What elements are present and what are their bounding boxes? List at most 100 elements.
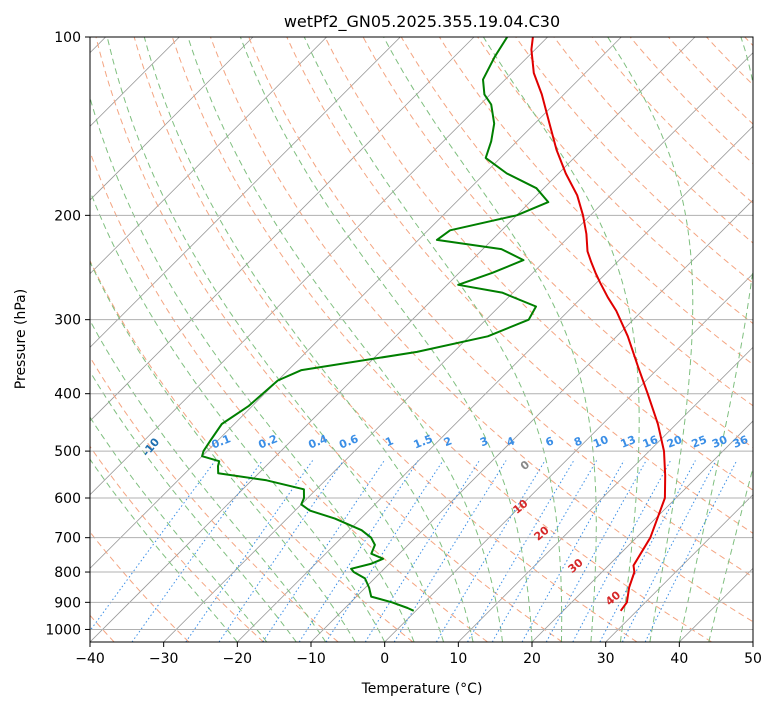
y-tick-label: 800 [54, 565, 81, 581]
mixing-ratio-line [218, 460, 344, 642]
moist-adiabat-line [90, 96, 415, 642]
mixing-ratio-label: 1 [383, 434, 395, 449]
mixing-ratio-label: 25 [690, 433, 709, 451]
dry-adiabat-line [171, 37, 712, 642]
mixing-ratio-label: 36 [731, 433, 750, 451]
isotherm-line [163, 52, 753, 642]
pressure-grid-lines [90, 37, 753, 630]
mixing-ratio-line [545, 460, 647, 642]
dry-adiabat-line [90, 445, 264, 642]
dry-adiabat-line [133, 37, 638, 642]
isotherm-line [90, 37, 622, 569]
isotherm-line [531, 420, 753, 642]
moist-adiabat-line [106, 37, 445, 642]
y-tick-label: 600 [54, 491, 81, 507]
mixing-ratio-line [131, 460, 263, 642]
isotherm-line [90, 37, 696, 642]
mixing-ratio-line [90, 460, 216, 632]
mixing-ratio-line [298, 460, 419, 642]
dry-adiabat-line [90, 259, 414, 642]
isotherm-line [90, 37, 254, 201]
moist-adiabat-line [90, 189, 386, 642]
mixing-ratio-label: 2 [442, 434, 454, 449]
x-tick-label: −10 [296, 651, 326, 667]
x-tick-label: 50 [744, 651, 762, 667]
y-tick-label: 300 [54, 313, 81, 329]
isotherm-line [605, 494, 753, 642]
mixing-ratio-line [521, 460, 625, 642]
dry-adiabat-line [248, 37, 753, 578]
isotherm-line [90, 37, 475, 422]
isotherm-line [90, 37, 401, 348]
y-tick-label: 1000 [45, 622, 81, 638]
mixing-ratio-label: 8 [572, 434, 584, 449]
x-tick-label: −20 [223, 651, 253, 667]
mixing-ratio-label: 16 [641, 433, 660, 451]
mixing-ratio-line [467, 460, 575, 642]
mixing-ratio-label: 20 [665, 433, 684, 451]
moist-adiabat-line [143, 37, 474, 642]
x-tick-label: 10 [449, 651, 467, 667]
dry-adiabat-line [629, 37, 753, 165]
dry-adiabat-line [95, 37, 563, 642]
y-tick-label: 200 [54, 208, 81, 224]
moist-adiabat-lines [90, 37, 753, 642]
moist-adiabat-line [482, 37, 640, 642]
moist-adiabat-line [90, 370, 297, 642]
mixing-ratio-lines [90, 460, 738, 642]
isotherm-line [90, 37, 548, 496]
mixing-ratio-label: 10 [591, 433, 610, 451]
y-tick-label: 100 [54, 30, 81, 46]
y-axis-ticks: 100 200 300 400 500 600 700 800 900 1000 [45, 30, 90, 638]
moist-adiabat-line [607, 37, 694, 642]
moist-adiabat-line [239, 37, 533, 642]
x-tick-label: 0 [380, 651, 389, 667]
dry-adiabat-line [477, 37, 753, 325]
dry-adiabat-line [324, 37, 753, 491]
x-tick-label: −30 [149, 651, 179, 667]
y-tick-label: 500 [54, 444, 81, 460]
mixing-ratio-line [435, 460, 546, 642]
moist-adiabat-line [90, 416, 268, 642]
dry-adiabat-line [591, 37, 753, 204]
x-axis-ticks: −40 −30 −20 −10 0 10 20 30 40 50 [75, 642, 762, 667]
mixing-ratio-label: 13 [619, 433, 638, 451]
plot-frame [89, 36, 754, 643]
mixing-ratio-label: 30 [710, 433, 729, 451]
moist-adiabat-line [90, 458, 238, 642]
mixing-ratio-line [644, 460, 738, 642]
y-axis-label: Pressure (hPa) [13, 289, 29, 389]
mixing-ratio-line [262, 460, 385, 642]
moist-adiabat-line [708, 466, 753, 642]
moist-adiabat-line [90, 260, 356, 642]
temperature-profile-line [530, 37, 667, 612]
x-tick-label: 20 [523, 651, 541, 667]
dry-adiabat-line [400, 37, 753, 407]
x-tick-label: 30 [597, 651, 615, 667]
moist-adiabat-line [383, 37, 597, 642]
isotherm-line [237, 125, 753, 642]
moist-adiabat-line [90, 319, 327, 642]
y-tick-label: 400 [54, 387, 81, 403]
profile-series [201, 37, 667, 612]
moist-adiabat-line [678, 37, 753, 642]
dry-adiabat-line [362, 37, 753, 449]
y-tick-label: 700 [54, 531, 81, 547]
chart-title: wetPf2_GN05.2025.355.19.04.C30 [284, 12, 560, 32]
dry-adiabat-line [515, 37, 753, 284]
mixing-ratio-line [185, 460, 314, 642]
isotherm-line [90, 37, 327, 275]
dry-adiabat-lines [90, 37, 753, 642]
moist-adiabat-line [187, 37, 503, 642]
x-tick-label: −40 [75, 651, 105, 667]
mixing-ratio-label: 3 [478, 434, 490, 449]
mixing-ratio-line [491, 460, 598, 642]
y-tick-label: 900 [54, 595, 81, 611]
x-axis-label: Temperature (°C) [361, 681, 483, 697]
dry-adiabat-line [210, 37, 753, 623]
isotherm-line [384, 273, 753, 642]
dewpoint-profile-line [201, 37, 550, 612]
x-tick-label: 40 [670, 651, 688, 667]
